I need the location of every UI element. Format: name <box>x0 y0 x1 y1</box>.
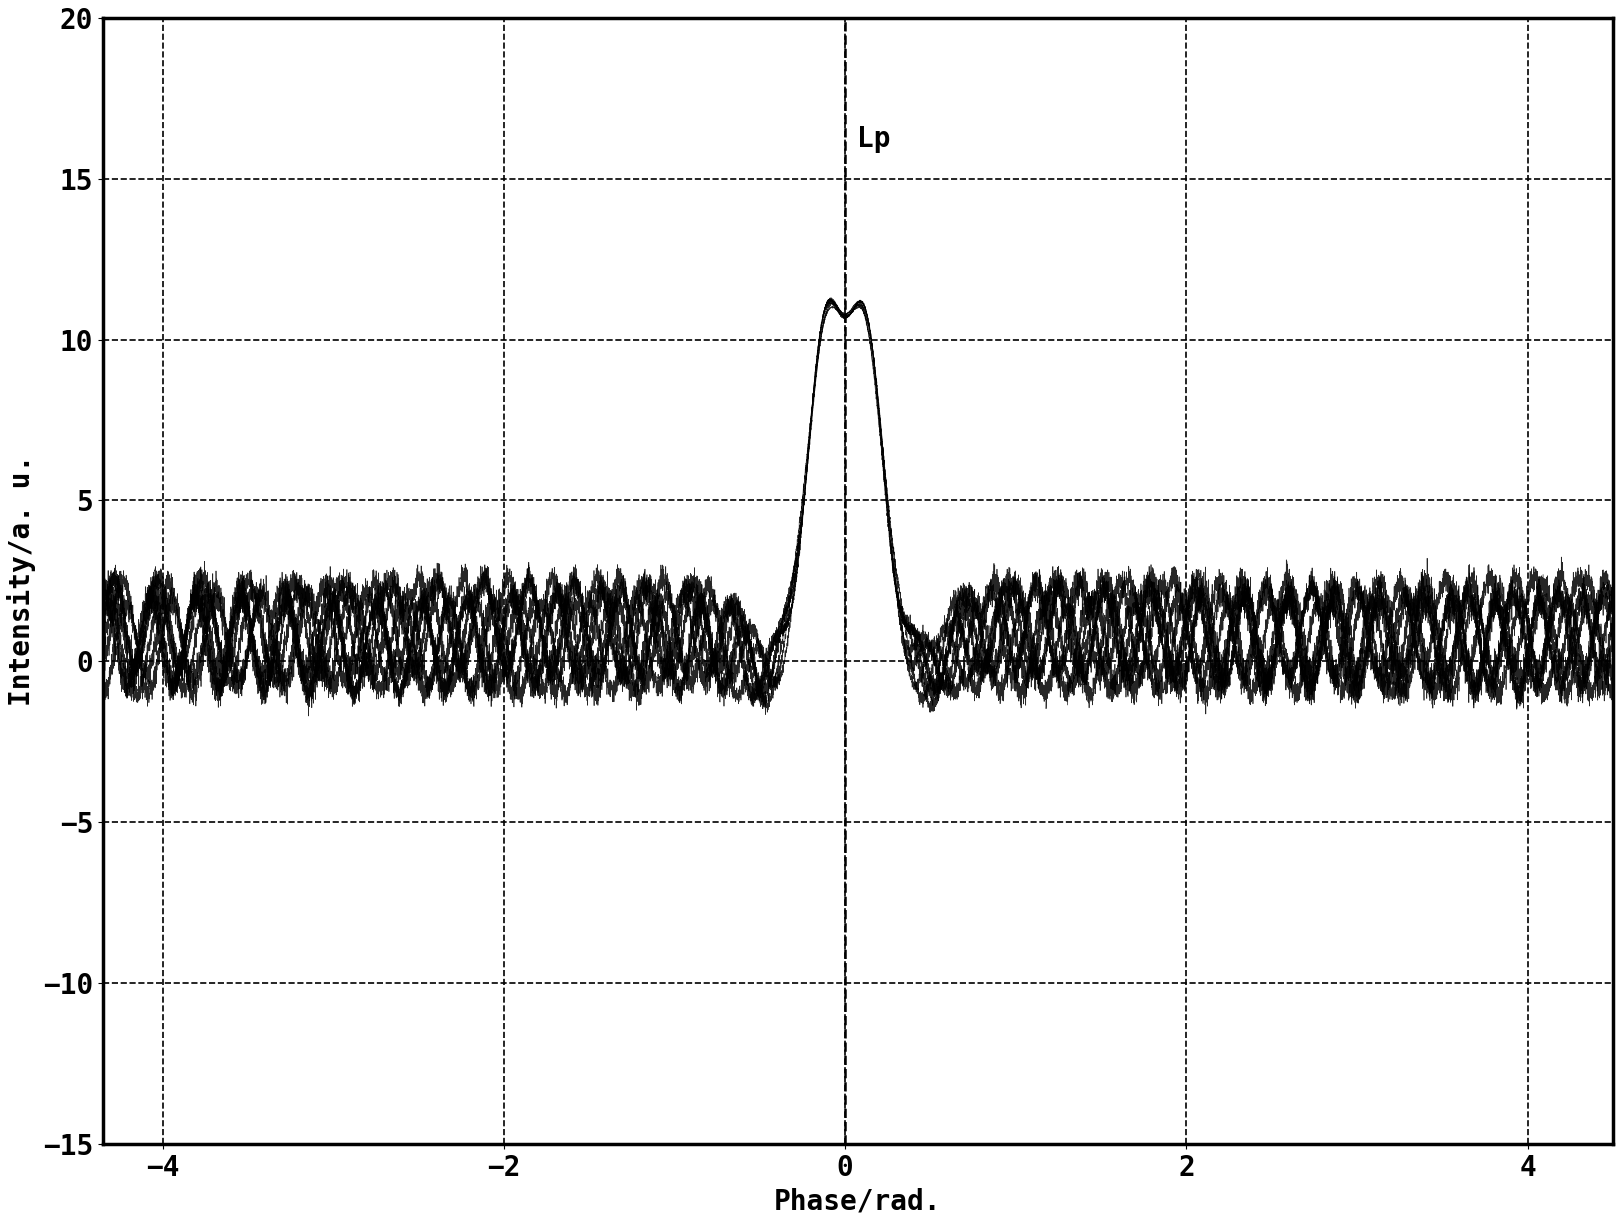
X-axis label: Phase/rad.: Phase/rad. <box>774 1187 941 1215</box>
Text: Lp: Lp <box>857 125 891 153</box>
Y-axis label: Intensity/a. u.: Intensity/a. u. <box>6 456 36 706</box>
